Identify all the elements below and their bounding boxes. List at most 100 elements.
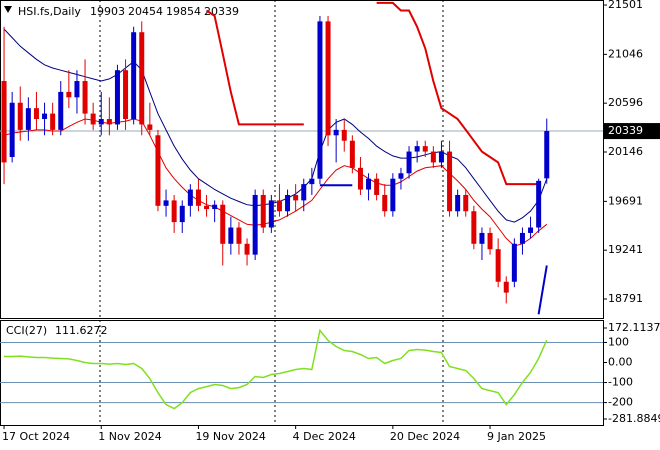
candle-body [406,151,412,174]
candle-body [74,81,80,98]
candle-body [293,194,299,201]
x-tick-label: 9 Jan 2025 [487,430,546,443]
y-tick-label: -200 [608,396,633,409]
header-high: 20454 [128,5,163,18]
candle-body [333,129,339,136]
candle-body [544,131,550,179]
x-tick-label: 1 Nov 2024 [98,430,161,443]
candle-body [131,32,137,120]
y-tick-label: 0.00 [608,355,633,368]
candle-body [90,113,96,125]
candle-body [463,194,469,212]
indicator-line [3,28,548,223]
indicator-line [205,1,539,186]
candle-body [414,146,420,152]
candle-body [244,243,250,255]
candle-body [382,194,388,212]
y-tick-label: 21046 [608,47,643,60]
candle-body [179,205,185,223]
y-tick-label: 21501 [608,0,643,11]
candle-body [187,189,193,206]
candle-body [528,227,534,233]
candle-body [536,180,542,228]
candle-body [317,21,323,179]
candle-body [228,227,234,244]
candle-body [17,102,23,130]
candle-body [220,204,226,244]
candle-body [511,243,517,282]
x-tick-label: 19 Nov 2024 [195,430,265,443]
candle-body [98,119,104,125]
candle-body [82,81,88,114]
candle-body [503,281,509,293]
candle-body [155,135,161,206]
candle-body [147,124,153,130]
candle-body [398,173,404,179]
y-tick-label: 19241 [608,243,643,256]
candle-body [301,184,307,201]
candle-body [195,189,201,206]
cci-frame [0,320,604,426]
candle-body [487,232,493,250]
candle-body [430,151,436,163]
cci-title: CCI(27) [6,324,47,337]
chart-title: HSI.fs,Daily [18,5,81,18]
y-tick-label: 20146 [608,145,643,158]
candle-body [390,178,396,212]
candle-body [163,200,169,206]
menu-icon [4,6,12,13]
candle-body [66,91,72,98]
candle-body [50,113,56,130]
indicator-line [537,265,548,315]
candle-body [42,113,48,120]
y-tick-label: 18791 [608,292,643,305]
header-open: 19903 [90,5,125,18]
x-tick-label: 20 Dec 2024 [390,430,460,443]
cci-value: 111.6272 [55,324,108,337]
candle-body [325,21,331,136]
candle-body [268,200,274,228]
candle-body [341,129,347,141]
candle-body [114,70,120,125]
x-tick-label: 4 Dec 2024 [293,430,356,443]
candle-body [204,205,210,210]
candle-body [260,194,266,228]
candle-body [252,194,258,255]
candle-body [495,249,501,282]
candle-body [349,140,355,168]
candle-body [438,151,444,163]
main-frame [0,0,604,319]
candle-body [58,91,64,130]
candle-body [374,178,380,195]
candle-body [447,151,453,212]
candle-body [106,119,112,125]
candle-body [285,194,291,212]
candle-body [479,232,485,244]
candle-body [171,200,177,223]
y-tick-label: -281.8849 [608,412,660,425]
last-price-box [604,123,660,140]
y-tick-label: 20596 [608,96,643,109]
candle-body [33,108,39,120]
last-price-label: 20339 [608,124,643,137]
candle-body [276,200,282,212]
cci-line [4,328,548,410]
candle-body [236,227,242,244]
candle-body [212,204,218,210]
y-tick-label: 172.1137 [608,321,660,334]
y-tick-label: -100 [608,376,633,389]
candle-body [455,194,461,212]
candle-body [1,81,7,163]
candle-body [9,102,15,157]
candle-body [471,211,477,244]
candle-body [422,146,428,152]
x-tick-label: 17 Oct 2024 [2,430,70,443]
candle-body [139,32,145,125]
candle-body [123,70,129,120]
candle-body [519,232,525,244]
candle-body [25,108,31,130]
candle-body [357,167,363,190]
y-tick-label: 19691 [608,194,643,207]
header-low: 19854 [166,5,201,18]
